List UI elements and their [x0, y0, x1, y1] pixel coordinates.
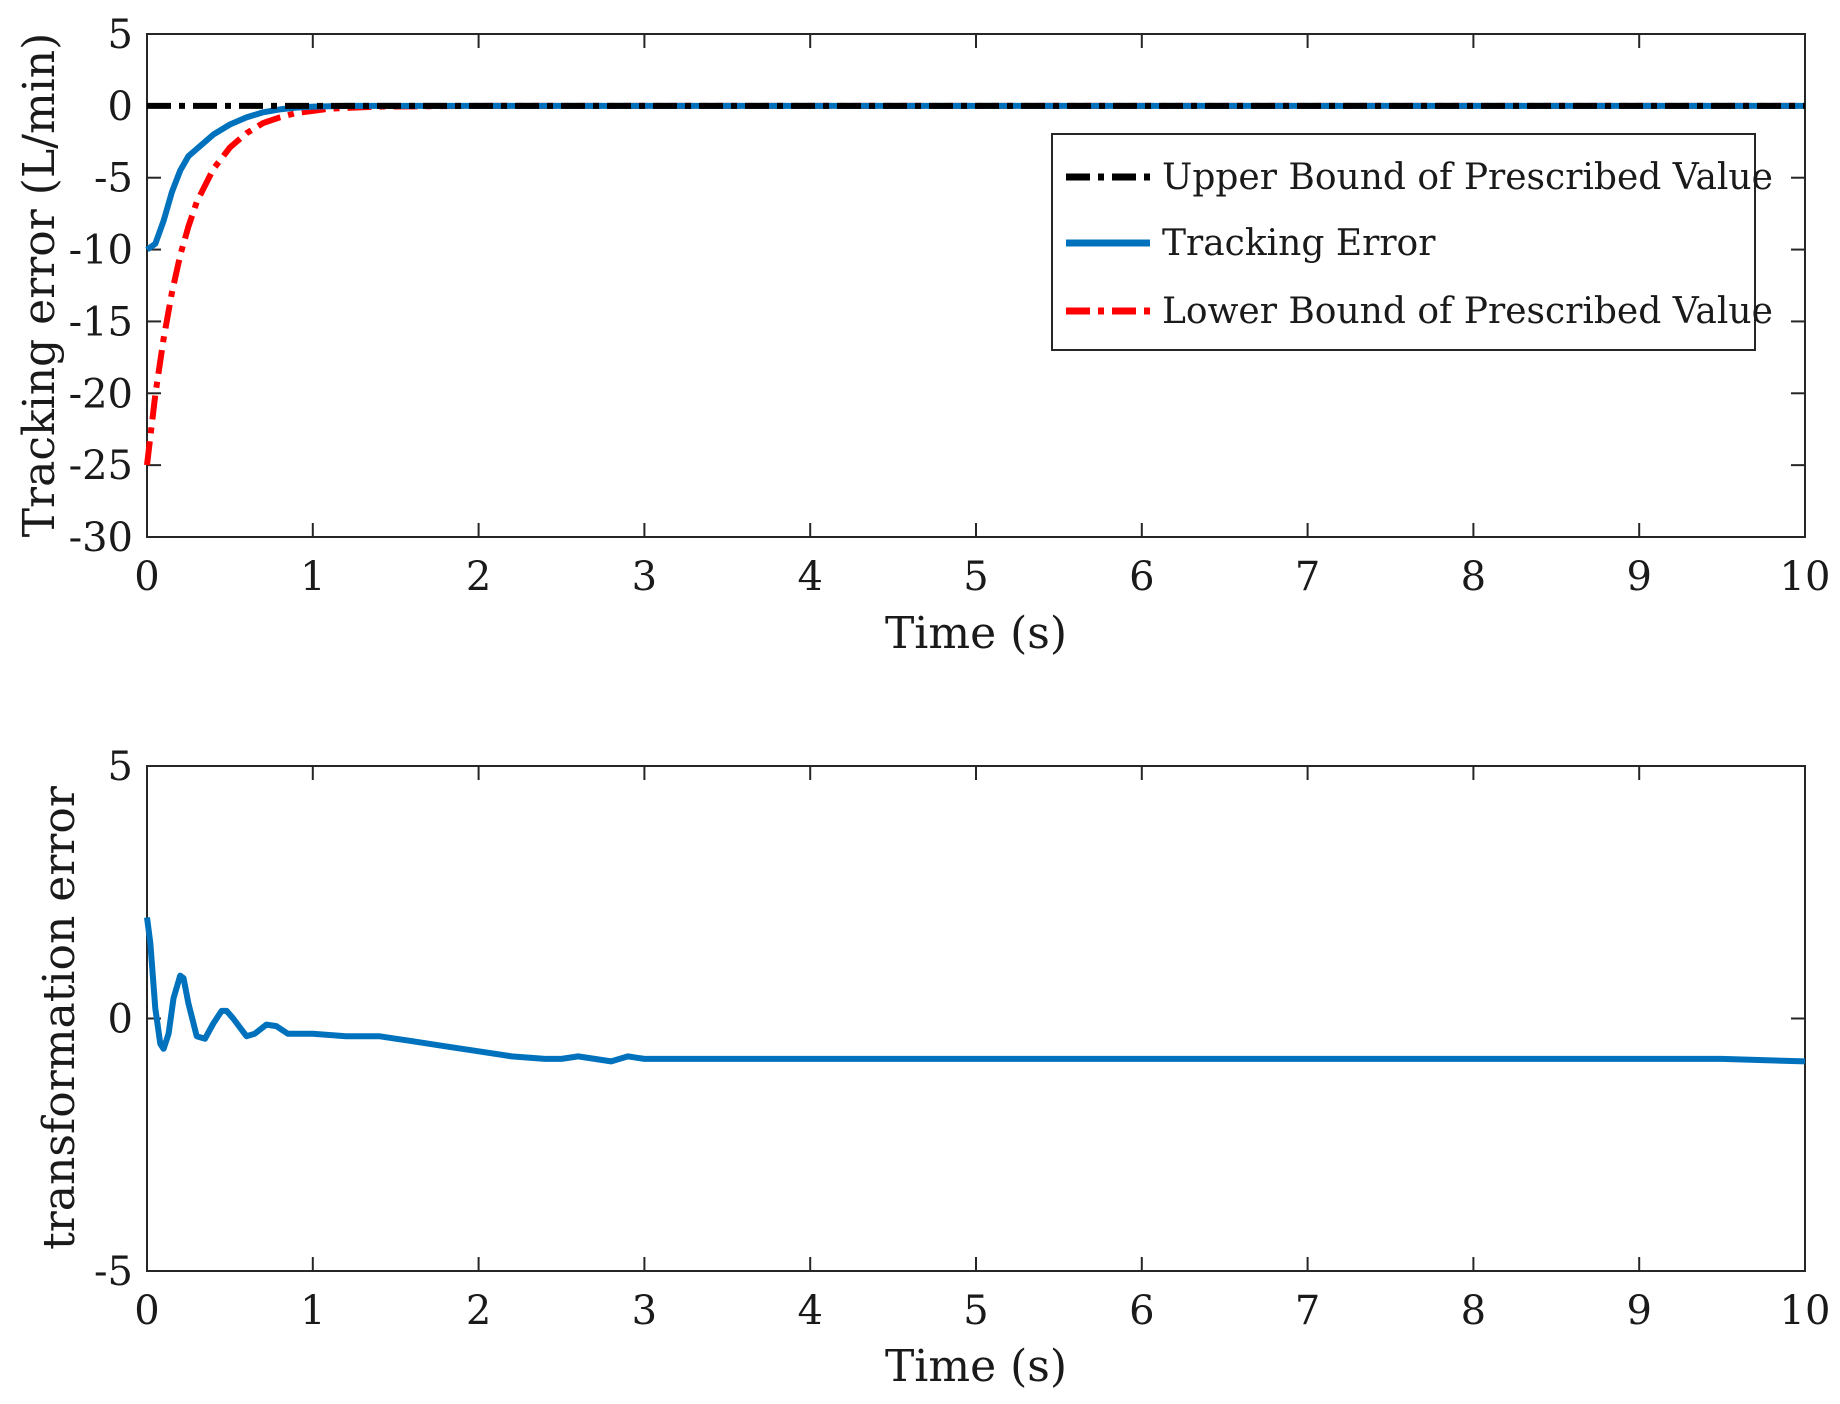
x-tick-label: 7: [1295, 554, 1320, 600]
legend-label-tracking-error: Tracking Error: [1162, 223, 1436, 264]
y-tick-label: 5: [108, 744, 133, 790]
x-tick-label: 2: [466, 554, 491, 600]
y-tick-label: -5: [94, 156, 133, 202]
x-axis-title: Time (s): [885, 1341, 1067, 1392]
x-tick-label: 9: [1626, 554, 1651, 600]
y-tick-labels: 5 0 -5 -10 -15 -20 -25 -30: [69, 12, 133, 561]
x-tick-label: 8: [1461, 1288, 1486, 1334]
x-tick-label: 1: [300, 554, 325, 600]
axis-ticks: [146, 765, 1806, 1272]
x-axis-title: Time (s): [885, 608, 1067, 659]
x-tick-label: 4: [797, 1288, 822, 1334]
y-tick-label: 5: [108, 12, 133, 58]
y-tick-label: 0: [108, 84, 133, 130]
x-tick-label: 10: [1780, 1288, 1831, 1334]
x-tick-label: 8: [1461, 554, 1486, 600]
x-tick-label: 2: [466, 1288, 491, 1334]
y-tick-label: -30: [69, 515, 133, 561]
x-tick-label: 0: [134, 1288, 159, 1334]
legend-box: [1051, 133, 1756, 351]
series-line-lower-bound-of-prescribed-value: [144, 102, 1805, 466]
y-axis-title: transformation error: [34, 785, 85, 1250]
y-tick-label: -25: [69, 443, 133, 489]
x-tick-label: 1: [300, 1288, 325, 1334]
y-tick-label: -20: [69, 371, 133, 417]
transformation-error-chart: 0 1 2 3 4 5 6 7 8 9 10 50-5 Time (s) transformatio…: [34, 744, 1830, 1392]
series-line-transformation-error: [144, 917, 1806, 1065]
x-tick-label: 5: [963, 1288, 988, 1334]
series-layer: [144, 102, 1805, 466]
series-layer: [144, 917, 1806, 1065]
tracking-error-chart: 0 1 2 3 4 5 6 7 8 9 10 5 0 -5 -10 -15 -20 -25 -30 Time (s…: [14, 12, 1830, 659]
x-tick-label: 9: [1626, 1288, 1651, 1334]
axis-ticks: [146, 33, 1806, 538]
x-tick-label: 3: [632, 554, 657, 600]
y-axis-title: Tracking error (L/min): [14, 33, 65, 538]
x-tick-label: 10: [1780, 554, 1831, 600]
legend-label-upper-bound: Upper Bound of Prescribed Value: [1162, 157, 1773, 198]
x-tick-label: 7: [1295, 1288, 1320, 1334]
y-tick-label: -5: [94, 1249, 133, 1295]
x-tick-labels: 0 1 2 3 4 5 6 7 8 9 10: [134, 1288, 1830, 1334]
x-tick-label: 5: [963, 554, 988, 600]
x-tick-label: 0: [134, 554, 159, 600]
x-tick-label: 6: [1129, 554, 1154, 600]
y-tick-label: -10: [69, 228, 133, 274]
legend-label-lower-bound: Lower Bound of Prescribed Value: [1162, 291, 1773, 332]
x-tick-label: 3: [632, 1288, 657, 1334]
x-tick-labels: 0 1 2 3 4 5 6 7 8 9 10: [134, 554, 1830, 600]
y-tick-labels: 5 0 -5: [94, 744, 133, 1295]
y-tick-label: -15: [69, 299, 133, 345]
x-tick-label: 4: [797, 554, 822, 600]
legend: Upper Bound of Prescribed Value Tracking…: [1051, 133, 1773, 351]
x-tick-label: 6: [1129, 1288, 1154, 1334]
plot-area-frame: [146, 765, 1806, 1272]
y-tick-label: 0: [108, 997, 133, 1043]
